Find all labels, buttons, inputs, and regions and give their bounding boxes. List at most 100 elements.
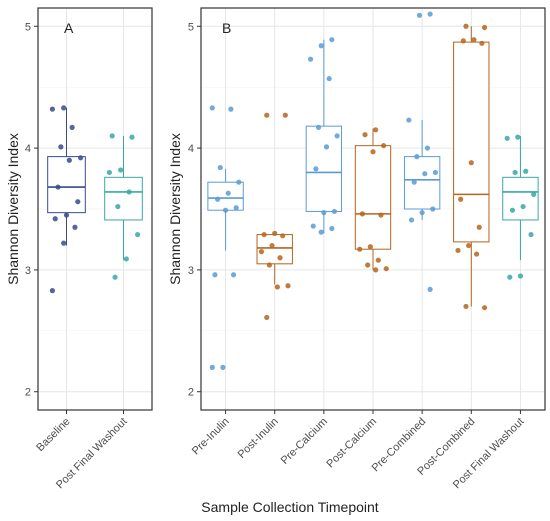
data-point (424, 145, 431, 151)
panel-a-y-tick-label: 5 (25, 21, 31, 33)
panel-a-y-tick-label: 2 (25, 387, 31, 399)
box-iqr (47, 156, 86, 214)
data-point (118, 167, 124, 173)
data-point (419, 210, 425, 216)
data-point (468, 160, 474, 166)
data-point (414, 154, 420, 160)
panel-b-box-post-combined (453, 23, 490, 311)
data-point (406, 117, 412, 123)
data-point (115, 203, 121, 210)
data-point (473, 251, 480, 257)
data-point (321, 210, 327, 216)
data-point (109, 133, 115, 139)
data-point (274, 284, 280, 290)
data-point (307, 56, 314, 62)
data-point (61, 105, 67, 111)
data-point (282, 112, 288, 118)
data-point (258, 249, 265, 255)
data-point (432, 169, 439, 176)
panel-b-x-tick-label: Pre-Inulin (190, 416, 232, 458)
data-point (507, 274, 513, 280)
data-point (52, 216, 58, 222)
data-point (135, 231, 141, 238)
data-point (370, 149, 376, 155)
data-point (427, 286, 433, 292)
data-point (512, 169, 518, 176)
panel-b-y-axis-label: Shannon Diversity Index (167, 133, 183, 285)
data-point (106, 169, 112, 176)
data-point (209, 364, 215, 370)
data-point (362, 132, 368, 138)
data-point (523, 168, 529, 174)
data-point (427, 11, 433, 17)
box-iqr (305, 125, 343, 212)
panel-b: B 2 3 4 5 Pre-Inulin Post-InulinPre-CalciumP… (167, 7, 546, 491)
panel-a-frame (37, 7, 153, 411)
x-axis-title: Sample Collection Timepoint (201, 499, 379, 515)
data-point (261, 231, 267, 238)
data-point (61, 240, 67, 246)
data-point (411, 179, 417, 185)
data-point (236, 179, 242, 185)
panel-b-y-tick-label: 2 (188, 387, 194, 399)
data-point (365, 262, 371, 268)
data-point (69, 124, 75, 130)
panel-b-x-tick-label: Post-Calcium (324, 416, 379, 471)
data-point (430, 206, 436, 212)
box-iqr (256, 234, 293, 265)
data-point (220, 364, 226, 370)
data-point (408, 217, 415, 223)
panel-b-box-post-inulin (256, 112, 293, 321)
data-point (381, 143, 387, 149)
data-point (318, 43, 324, 49)
data-point (313, 166, 319, 172)
data-point (58, 144, 64, 150)
panel-a-box-baseline (47, 105, 86, 294)
data-point (455, 247, 461, 254)
data-point (520, 203, 526, 210)
data-point (217, 164, 223, 171)
data-point (481, 24, 488, 31)
data-point (383, 266, 389, 272)
data-point (463, 303, 469, 310)
data-point (49, 106, 55, 112)
data-point (331, 208, 338, 215)
data-point (463, 23, 469, 29)
data-point (471, 37, 477, 43)
panel-b-y-tick-label: 5 (188, 21, 194, 33)
data-point (272, 230, 278, 236)
data-point (373, 127, 379, 133)
panel-a-label: A (64, 20, 74, 36)
data-point (326, 76, 332, 82)
data-point (318, 229, 324, 235)
data-point (285, 283, 291, 289)
data-point (416, 12, 423, 18)
panel-b-y-tick-label: 4 (188, 143, 194, 155)
panel-b-label: B (222, 20, 231, 36)
panel-b-box-post-final-washout (502, 134, 539, 280)
panel-a-y-tick-label: 4 (25, 143, 31, 155)
panel-a-y-axis-label: Shannon Diversity Index (5, 133, 21, 285)
data-point (422, 171, 428, 177)
data-point (55, 184, 61, 190)
data-point (504, 135, 510, 141)
data-point (269, 242, 275, 249)
data-point (479, 40, 485, 46)
panel-b-x-tick-label: Pre-Calcium (279, 416, 330, 467)
panel-b-box-pre-calcium (305, 37, 343, 235)
data-point (334, 133, 340, 139)
data-point (375, 257, 381, 263)
panel-b-box-pre-inulin (207, 105, 244, 370)
data-point (215, 196, 221, 202)
data-point (517, 273, 524, 279)
data-point (78, 155, 84, 161)
box-iqr (354, 145, 392, 250)
data-point (528, 231, 534, 238)
data-point (126, 189, 132, 195)
data-point (266, 262, 273, 268)
data-point (481, 305, 488, 311)
data-point (280, 233, 286, 239)
data-point (310, 223, 316, 229)
panel-b-y-ticks: 2 3 4 5 (188, 21, 201, 399)
